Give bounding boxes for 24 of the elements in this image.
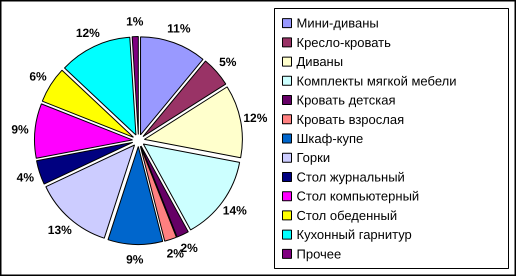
legend-label: Прочее [296,246,342,262]
data-label: 4% [16,170,34,184]
data-label: 9% [126,252,144,266]
data-label: 12% [76,26,100,40]
data-label: 6% [29,70,48,84]
legend-label: Стол компьютерный [296,188,420,204]
data-label: 14% [222,203,248,218]
data-label: 1% [126,14,144,29]
data-label: 5% [219,54,237,69]
legend-label: Кровать взрослая [296,112,404,127]
data-label: 12% [243,111,268,126]
legend-label: Горки [296,150,330,166]
legend-label: Стол журнальный [296,169,405,184]
data-label: 9% [11,122,30,136]
legend-label: Кровать детская [296,92,396,108]
legend-label: Комплекты мягкой мебели [296,73,456,88]
legend-label: Стол обеденный [296,208,398,223]
legend-label: Шкаф-купе [296,131,364,146]
legend-label: Кресло-кровать [296,34,392,50]
data-label: 13% [48,222,72,237]
legend-label: Кухонный гарнитур [296,227,412,242]
data-label: 11% [167,22,191,36]
legend-label: Мини-диваны [296,16,379,31]
legend-label: Диваны [296,54,344,70]
